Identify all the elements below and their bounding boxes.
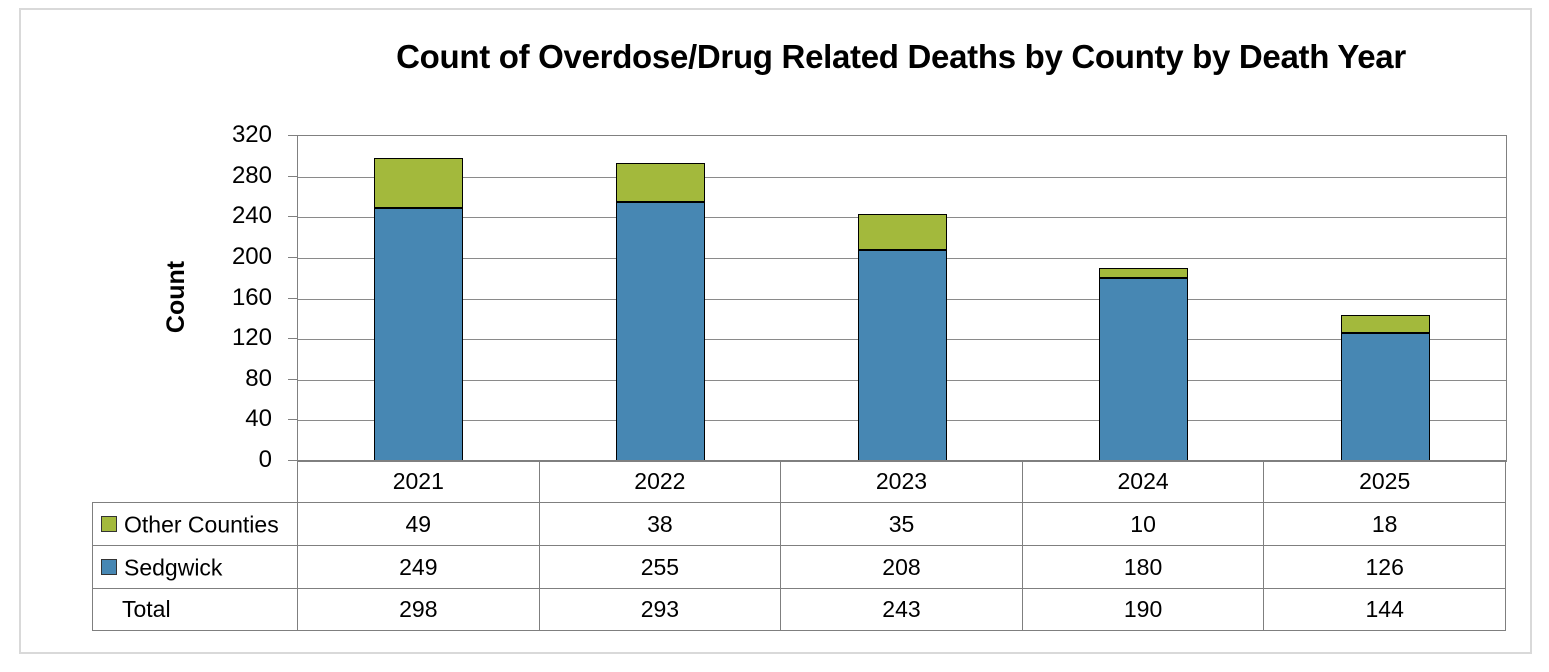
y-tick-mark: [288, 378, 297, 380]
legend-swatch-sedgwick: [101, 558, 117, 575]
y-tick-mark: [288, 135, 297, 136]
data-table: 2021 2022 2023 2024 2025 Other Counties 49 38 35…: [92, 460, 1506, 631]
y-tick-label: 280: [231, 161, 272, 189]
bar-segment-other-counties-2024: [1099, 268, 1189, 279]
y-tick-label: 320: [231, 121, 272, 148]
legend-cell-sedgwick: Sedgwick: [92, 545, 298, 589]
year-header-cell: 2023: [780, 460, 1023, 503]
value-cell-sedgwick-2025: 126: [1263, 545, 1506, 589]
y-tick-label: 80: [245, 364, 272, 392]
y-tick-label: 40: [245, 405, 272, 433]
bar-segment-other-counties-2023: [857, 214, 947, 250]
total-cell-2021: 298: [297, 588, 540, 631]
y-tick-mark: [288, 256, 297, 258]
legend-label-sedgwick: Sedgwick: [124, 554, 223, 581]
y-tick-label: 240: [231, 202, 272, 230]
value-cell-other-counties-2023: 35: [780, 502, 1023, 546]
bar-segment-sedgwick-2023: [857, 249, 947, 461]
value-cell-sedgwick-2022: 255: [538, 545, 782, 589]
value-cell-other-counties-2025: 18: [1263, 502, 1506, 546]
value-cell-other-counties-2022: 38: [538, 502, 782, 546]
total-cell-2022: 293: [538, 588, 782, 631]
y-tick-mark: [288, 216, 297, 218]
bar-segment-sedgwick-2022: [615, 202, 705, 461]
y-tick-label: 120: [231, 324, 272, 352]
y-tick-label: 0: [258, 446, 272, 473]
plot-area: [297, 135, 1507, 462]
y-tick-mark: [288, 338, 297, 340]
value-cell-sedgwick-2023: 208: [780, 545, 1023, 589]
total-label: Total: [92, 588, 298, 631]
value-cell-sedgwick-2024: 180: [1021, 545, 1265, 589]
y-tick-mark: [288, 460, 297, 461]
chart-title: Count of Overdose/Drug Related Deaths by…: [396, 38, 1406, 75]
year-header-cell: 2024: [1021, 460, 1265, 503]
y-tick-label: 200: [231, 242, 272, 270]
y-tick-label: 160: [231, 283, 272, 311]
bar-segment-other-counties-2021: [374, 158, 464, 209]
year-header-cell: 2021: [297, 460, 540, 503]
value-cell-sedgwick-2021: 249: [297, 545, 540, 589]
legend-swatch-other-counties: [101, 515, 117, 532]
year-header-cell: 2022: [538, 460, 782, 503]
legend-label-other-counties: Other Counties: [124, 511, 279, 538]
bar-segment-sedgwick-2025: [1340, 333, 1430, 461]
bar-segment-sedgwick-2021: [374, 208, 464, 461]
table-corner-cell: [93, 461, 298, 503]
year-header-cell: 2025: [1263, 460, 1506, 503]
bar-segment-sedgwick-2024: [1099, 278, 1189, 461]
total-cell-2025: 144: [1263, 588, 1506, 631]
legend-cell-other-counties: Other Counties: [92, 502, 298, 546]
y-tick-mark: [288, 419, 297, 421]
bar-segment-other-counties-2022: [615, 163, 705, 203]
value-cell-other-counties-2021: 49: [297, 502, 540, 546]
y-tick-mark: [288, 297, 297, 299]
value-cell-other-counties-2024: 10: [1021, 502, 1265, 546]
y-tick-mark: [288, 175, 297, 177]
gridline: [298, 176, 1506, 178]
bar-segment-other-counties-2025: [1340, 314, 1430, 334]
total-cell-2024: 190: [1021, 588, 1265, 631]
total-cell-2023: 243: [780, 588, 1023, 631]
